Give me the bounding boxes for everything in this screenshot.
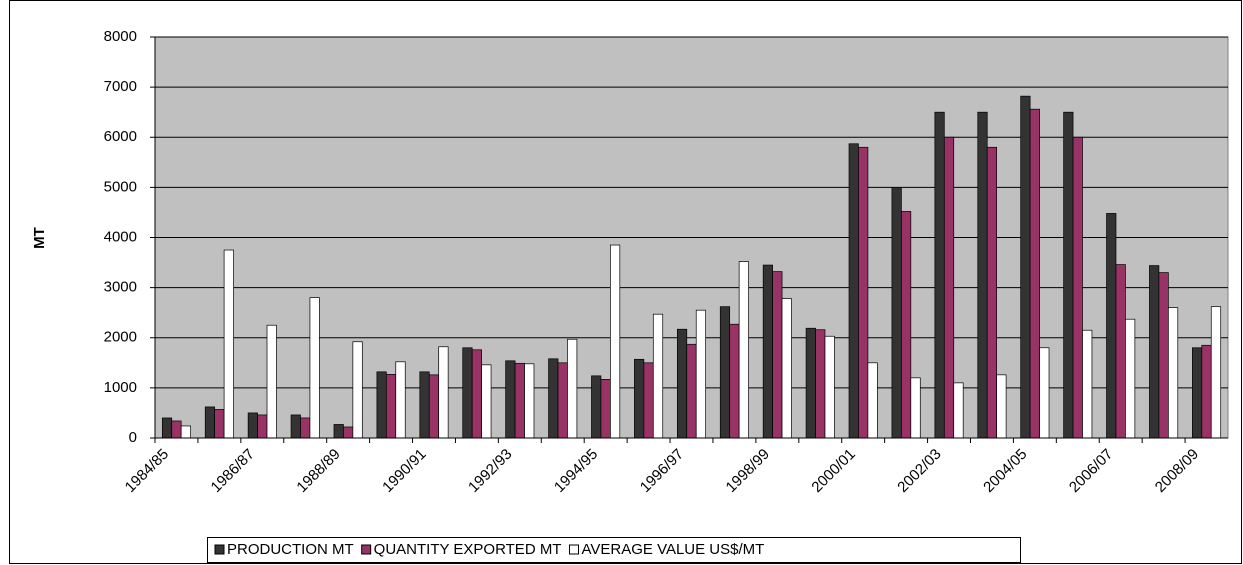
bar	[171, 420, 182, 439]
bar	[643, 362, 654, 439]
bar	[180, 425, 191, 439]
bar	[1063, 111, 1074, 439]
bar	[772, 271, 783, 439]
bar	[815, 329, 826, 439]
bar	[848, 143, 859, 439]
bar	[438, 346, 449, 439]
bar	[695, 309, 707, 439]
bar	[257, 414, 268, 439]
bar	[1158, 272, 1169, 439]
bar	[891, 187, 902, 439]
y-axis-label: MT	[31, 227, 48, 249]
bar	[471, 349, 482, 439]
bar	[1072, 136, 1083, 439]
legend-label: PRODUCTION MT	[227, 541, 354, 558]
bar	[901, 211, 912, 439]
bar	[1029, 108, 1040, 439]
bar	[977, 111, 988, 439]
bar	[557, 362, 568, 439]
bar	[567, 338, 578, 439]
bar	[266, 324, 277, 439]
legend-swatch	[361, 544, 372, 555]
bar	[943, 136, 955, 439]
bar	[986, 146, 998, 439]
y-tick-label: 8000	[104, 28, 137, 45]
bar	[161, 417, 173, 439]
bar	[676, 328, 688, 439]
bar	[376, 371, 387, 439]
bar	[805, 327, 816, 439]
bar	[591, 375, 602, 439]
bar	[634, 358, 645, 439]
y-tick-label: 3000	[104, 279, 137, 296]
bar	[548, 358, 559, 439]
bar	[600, 379, 611, 439]
bar	[428, 374, 440, 439]
bar	[1167, 307, 1179, 439]
bar	[781, 298, 792, 439]
bar	[385, 373, 397, 439]
bar	[290, 414, 301, 439]
legend-swatch	[214, 544, 225, 555]
bar	[343, 426, 354, 439]
bar	[1082, 329, 1093, 439]
bar	[686, 343, 697, 439]
bar	[395, 361, 406, 439]
bar	[934, 111, 945, 439]
bar	[858, 146, 869, 439]
bar	[333, 424, 344, 439]
bar	[1201, 344, 1212, 439]
bar	[652, 313, 664, 439]
bar	[419, 371, 430, 439]
bar	[247, 412, 258, 439]
bar	[1192, 347, 1203, 439]
bar	[223, 249, 234, 439]
y-tick-label: 2000	[104, 329, 137, 346]
bar	[309, 297, 320, 439]
bar	[300, 417, 311, 439]
bar	[1125, 318, 1136, 439]
bar	[462, 347, 473, 439]
y-tick-label: 5000	[104, 178, 137, 195]
bar	[1020, 95, 1031, 439]
bar	[762, 264, 773, 439]
bar	[505, 360, 516, 439]
y-tick-label: 7000	[104, 78, 137, 95]
bar	[204, 406, 216, 439]
bar	[610, 244, 621, 439]
bar	[996, 374, 1007, 439]
bar	[352, 341, 363, 439]
y-tick-label: 4000	[104, 228, 137, 245]
legend-box	[207, 537, 1021, 563]
bar	[1106, 213, 1117, 439]
bar	[738, 261, 749, 439]
bar	[214, 409, 225, 439]
y-tick-label: 6000	[104, 128, 137, 145]
bar	[953, 382, 964, 439]
y-tick-label: 0	[129, 429, 137, 446]
bar	[867, 362, 878, 439]
bar	[719, 306, 731, 439]
bar	[1210, 306, 1222, 439]
legend-swatch	[568, 544, 579, 555]
bar	[1039, 347, 1050, 439]
bar	[910, 377, 921, 439]
bar	[1115, 264, 1126, 439]
bar	[481, 364, 492, 439]
bar	[524, 363, 535, 439]
bar	[824, 335, 835, 439]
y-tick-label: 1000	[104, 379, 137, 396]
bar	[729, 323, 740, 439]
bar	[514, 362, 525, 439]
legend-label: QUANTITY EXPORTED MT	[374, 541, 562, 558]
bar	[1149, 265, 1160, 439]
legend-label: AVERAGE VALUE US$/MT	[581, 541, 764, 558]
